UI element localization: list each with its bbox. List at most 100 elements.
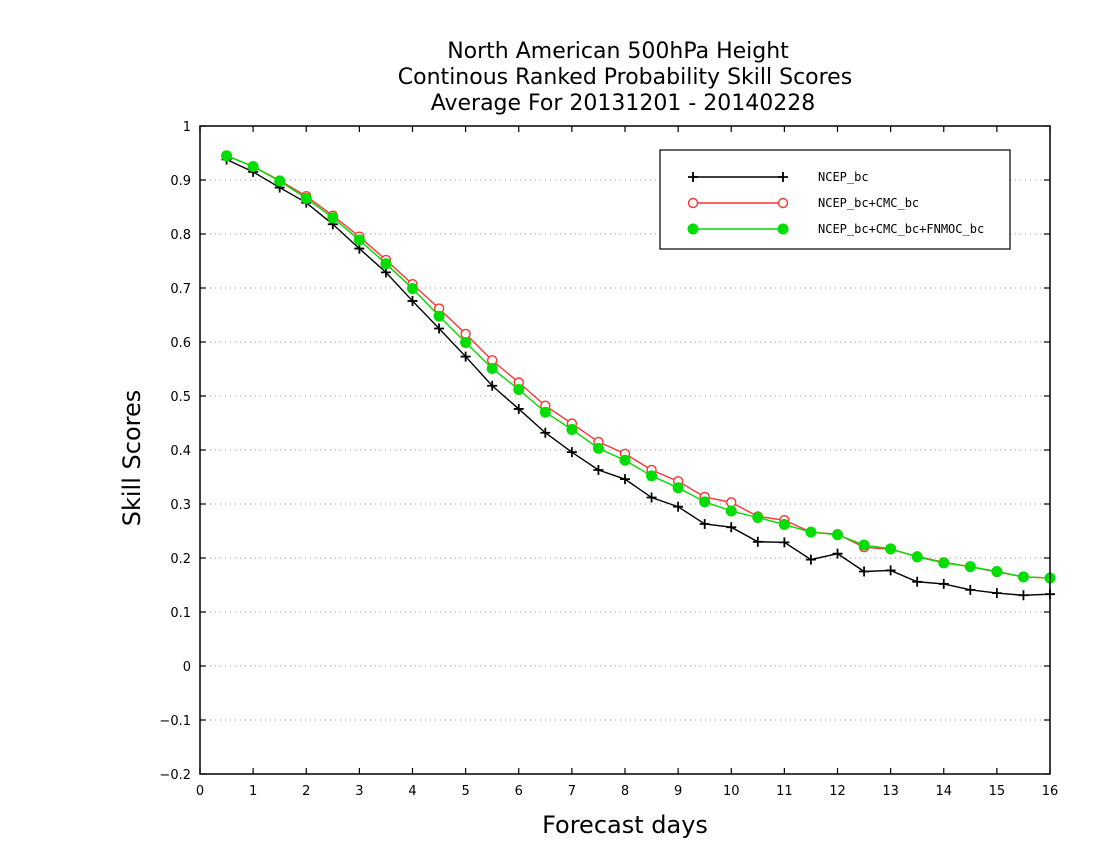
data-point bbox=[912, 576, 923, 587]
data-point bbox=[513, 403, 524, 414]
data-point bbox=[566, 423, 578, 435]
data-point bbox=[592, 442, 604, 454]
data-point bbox=[619, 454, 631, 466]
x-tick-label: 14 bbox=[935, 784, 952, 799]
data-point bbox=[646, 470, 658, 482]
legend-marker-right bbox=[777, 223, 789, 235]
data-point bbox=[300, 192, 312, 204]
legend-marker-left bbox=[687, 223, 699, 235]
x-tick-label: 1 bbox=[249, 784, 257, 799]
x-tick-label: 12 bbox=[829, 784, 846, 799]
x-tick-label: 3 bbox=[355, 784, 363, 799]
data-point bbox=[778, 519, 790, 531]
data-point bbox=[938, 578, 949, 589]
legend-item: NCEP_bc bbox=[688, 170, 869, 184]
data-point bbox=[752, 512, 764, 523]
y-tick-label: 0.1 bbox=[170, 606, 191, 621]
data-point bbox=[620, 474, 630, 485]
data-point bbox=[353, 234, 365, 246]
data-point bbox=[486, 362, 498, 374]
data-point bbox=[434, 323, 445, 334]
data-point bbox=[885, 565, 896, 576]
data-point bbox=[859, 566, 870, 577]
legend-label: NCEP_bc+CMC_bc+FNMOC_bc bbox=[818, 222, 984, 236]
x-tick-label: 5 bbox=[461, 784, 469, 799]
data-point bbox=[699, 496, 711, 508]
data-point bbox=[566, 447, 577, 458]
legend-item: NCEP_bc+CMC_bc+FNMOC_bc bbox=[687, 222, 984, 236]
data-point bbox=[407, 295, 418, 306]
data-point bbox=[752, 536, 763, 547]
x-tick-label: 9 bbox=[674, 784, 682, 799]
chart-title: North American 500hPa Height Continous R… bbox=[398, 39, 852, 116]
data-point bbox=[832, 548, 843, 559]
data-point bbox=[433, 310, 445, 322]
y-tick-label: 0.2 bbox=[170, 552, 191, 567]
data-point bbox=[726, 522, 737, 533]
y-tick-label: 1 bbox=[183, 120, 191, 135]
y-tick-label: 0 bbox=[183, 660, 191, 675]
data-point bbox=[646, 492, 657, 503]
x-tick-label: 10 bbox=[723, 784, 740, 799]
data-point bbox=[221, 150, 233, 162]
data-point bbox=[274, 175, 286, 187]
data-point bbox=[805, 526, 817, 538]
x-axis-label: Forecast days bbox=[542, 811, 708, 839]
data-point bbox=[885, 543, 897, 555]
data-point bbox=[540, 427, 551, 438]
series-group bbox=[221, 150, 1056, 601]
data-point bbox=[805, 554, 816, 565]
data-point bbox=[327, 212, 339, 224]
series-line bbox=[226, 158, 1051, 596]
x-tick-label: 8 bbox=[621, 784, 629, 799]
data-point bbox=[1018, 590, 1029, 601]
data-point bbox=[247, 161, 259, 172]
y-tick-label: 0.6 bbox=[170, 336, 191, 351]
data-point bbox=[1017, 571, 1029, 583]
data-point bbox=[991, 588, 1002, 599]
y-tick-label: 0.4 bbox=[170, 444, 191, 459]
legend-marker-right bbox=[777, 197, 789, 209]
data-point bbox=[832, 529, 843, 541]
data-point bbox=[699, 518, 710, 529]
data-point bbox=[779, 537, 790, 548]
legend-marker-left bbox=[687, 197, 699, 209]
data-point bbox=[460, 351, 471, 362]
axis-ticks: 10.90.80.70.60.50.40.30.20.10−0.1−0.20 1 2… bbox=[159, 120, 1058, 799]
title-line-3: Average For 20131201 - 20140228 bbox=[431, 91, 816, 116]
y-tick-label: −0.2 bbox=[159, 768, 191, 783]
data-point bbox=[539, 406, 551, 418]
data-point bbox=[991, 566, 1003, 577]
title-line-2: Continous Ranked Probability Skill Score… bbox=[398, 65, 852, 90]
legend: NCEP_bc NCEP_bc+CMC_bc NCEP_bc+CMC_bc+FNMO… bbox=[659, 149, 1011, 250]
x-tick-label: 16 bbox=[1042, 784, 1059, 799]
y-axis-label: Skill Scores bbox=[118, 390, 146, 527]
series-NCEP_bc+CMC_bc+FNMOC_bc bbox=[221, 150, 1056, 584]
x-tick-label: 15 bbox=[989, 784, 1006, 799]
x-tick-label: 4 bbox=[408, 784, 416, 799]
legend-box bbox=[659, 149, 1011, 250]
legend-label: NCEP_bc bbox=[818, 170, 869, 184]
data-point bbox=[965, 584, 976, 595]
y-tick-label: 0.7 bbox=[170, 282, 191, 297]
legend-label: NCEP_bc+CMC_bc bbox=[818, 196, 919, 210]
data-point bbox=[460, 337, 472, 349]
data-point bbox=[593, 464, 604, 475]
data-point bbox=[911, 551, 923, 563]
x-tick-label: 13 bbox=[882, 784, 899, 799]
data-point bbox=[487, 380, 498, 391]
data-point bbox=[725, 505, 737, 517]
x-tick-label: 7 bbox=[568, 784, 576, 799]
data-point bbox=[858, 539, 870, 551]
y-tick-label: 0.8 bbox=[170, 228, 191, 243]
x-tick-label: 11 bbox=[776, 784, 793, 799]
data-point bbox=[964, 561, 976, 573]
y-tick-label: 0.3 bbox=[170, 498, 191, 513]
x-tick-label: 2 bbox=[302, 784, 310, 799]
x-tick-label: 6 bbox=[515, 784, 523, 799]
data-point bbox=[513, 384, 525, 396]
data-point bbox=[673, 501, 684, 512]
data-point bbox=[938, 557, 950, 569]
